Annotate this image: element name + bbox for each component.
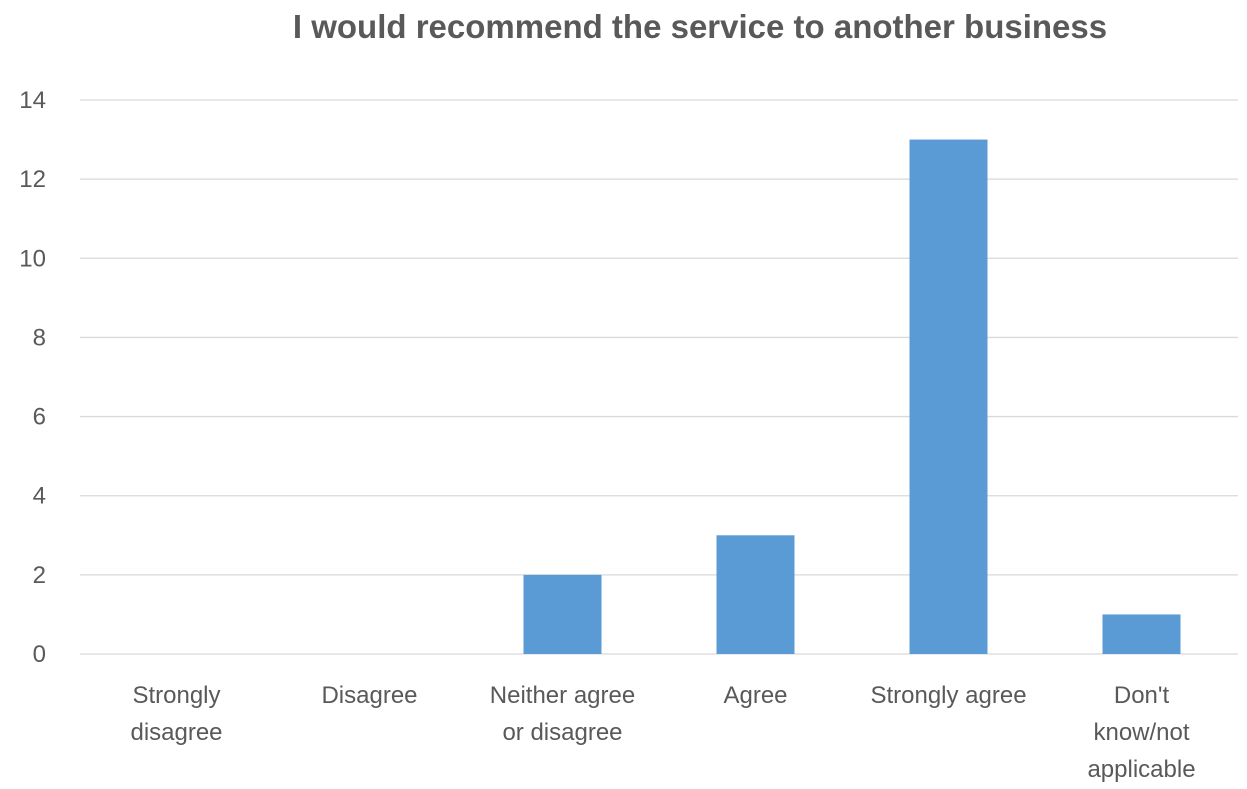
y-tick-label: 4 <box>33 483 46 510</box>
y-tick-label: 6 <box>33 404 46 431</box>
x-axis-categories: Strongly disagree Disagree Neither agree or … <box>130 682 1195 783</box>
y-tick-label: 12 <box>19 166 46 193</box>
y-tick-label: 0 <box>33 641 46 668</box>
bar <box>1102 614 1181 654</box>
y-tick-label: 10 <box>19 245 46 272</box>
x-category-label: Strongly agree <box>870 682 1026 709</box>
y-tick-label: 2 <box>33 562 46 589</box>
y-tick-label: 8 <box>33 324 46 351</box>
x-category-label: Strongly disagree <box>130 682 222 746</box>
x-category-label: Neither agree or disagree <box>490 682 635 746</box>
bar <box>523 574 602 654</box>
x-category-label: Disagree <box>321 682 417 709</box>
x-category-label: Don't know/not applicable <box>1087 682 1195 783</box>
x-category-label: Agree <box>723 682 787 709</box>
bar <box>909 139 988 655</box>
y-axis-ticks: 0 2 4 6 8 10 12 14 <box>19 87 46 668</box>
y-tick-label: 14 <box>19 87 46 114</box>
bars <box>523 139 1181 655</box>
bar <box>716 535 795 654</box>
chart-title: I would recommend the service to another… <box>293 8 1107 45</box>
gridlines <box>80 99 1238 655</box>
